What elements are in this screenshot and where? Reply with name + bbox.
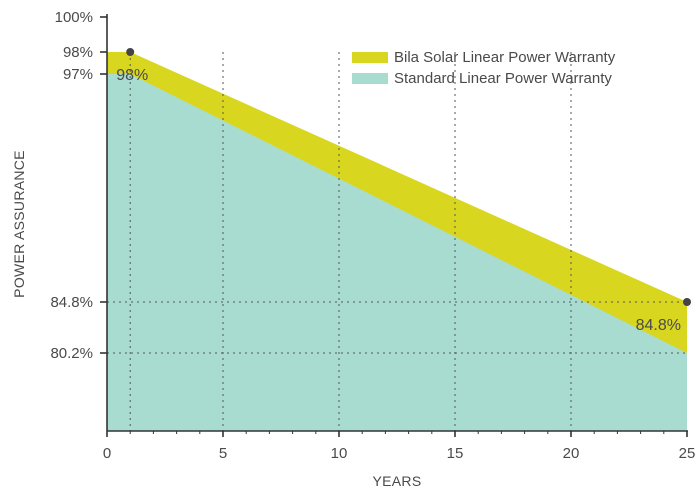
y-tick-label: 84.8% (50, 294, 93, 311)
marker-layer (126, 48, 691, 306)
y-tick-label: 98% (63, 44, 93, 61)
legend-label: Standard Linear Power Warranty (394, 70, 612, 87)
annotation-layer: 98% 84.8% (116, 67, 681, 334)
x-tick-label: 15 (447, 445, 464, 462)
data-label: 98% (116, 67, 148, 84)
guide-line-layer (107, 52, 687, 431)
data-point-marker (683, 298, 691, 306)
x-tick-label: 5 (219, 445, 227, 462)
y-tick-label: 97% (63, 66, 93, 83)
area-layer (107, 52, 687, 431)
legend-swatch (352, 73, 388, 84)
data-label: 84.8% (636, 317, 681, 334)
y-tick-label: 80.2% (50, 345, 93, 362)
x-tick-label: 20 (563, 445, 580, 462)
x-axis-title: YEARS (373, 473, 422, 489)
y-axis-title: POWER ASSURANCE (11, 150, 27, 298)
series-area-2 (107, 74, 687, 431)
legend-label: Bila Solar Linear Power Warranty (394, 49, 616, 66)
y-tick-label: 100% (55, 9, 93, 26)
x-tick-label: 25 (679, 445, 696, 462)
x-tick-label: 0 (103, 445, 111, 462)
tick-layer: 0 5 10 15 20 25 100% 98% 97% 84.8% 80.2% (50, 9, 695, 462)
legend: Bila Solar Linear Power Warranty Standard… (352, 49, 616, 87)
axes-layer (106, 14, 688, 432)
legend-swatch (352, 52, 388, 63)
x-tick-label: 10 (331, 445, 348, 462)
data-point-marker (126, 48, 135, 56)
